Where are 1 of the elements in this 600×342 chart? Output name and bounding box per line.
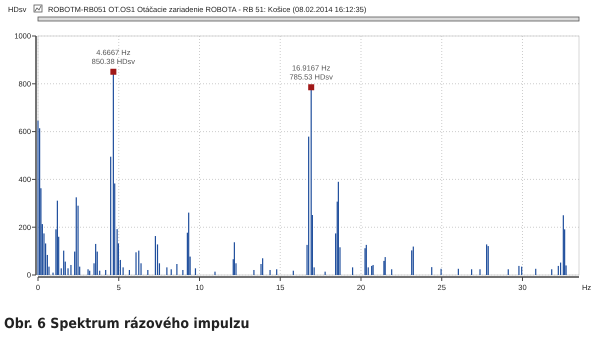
- text: Obr. 6 Spektrum rázového impulzu: [4, 316, 250, 332]
